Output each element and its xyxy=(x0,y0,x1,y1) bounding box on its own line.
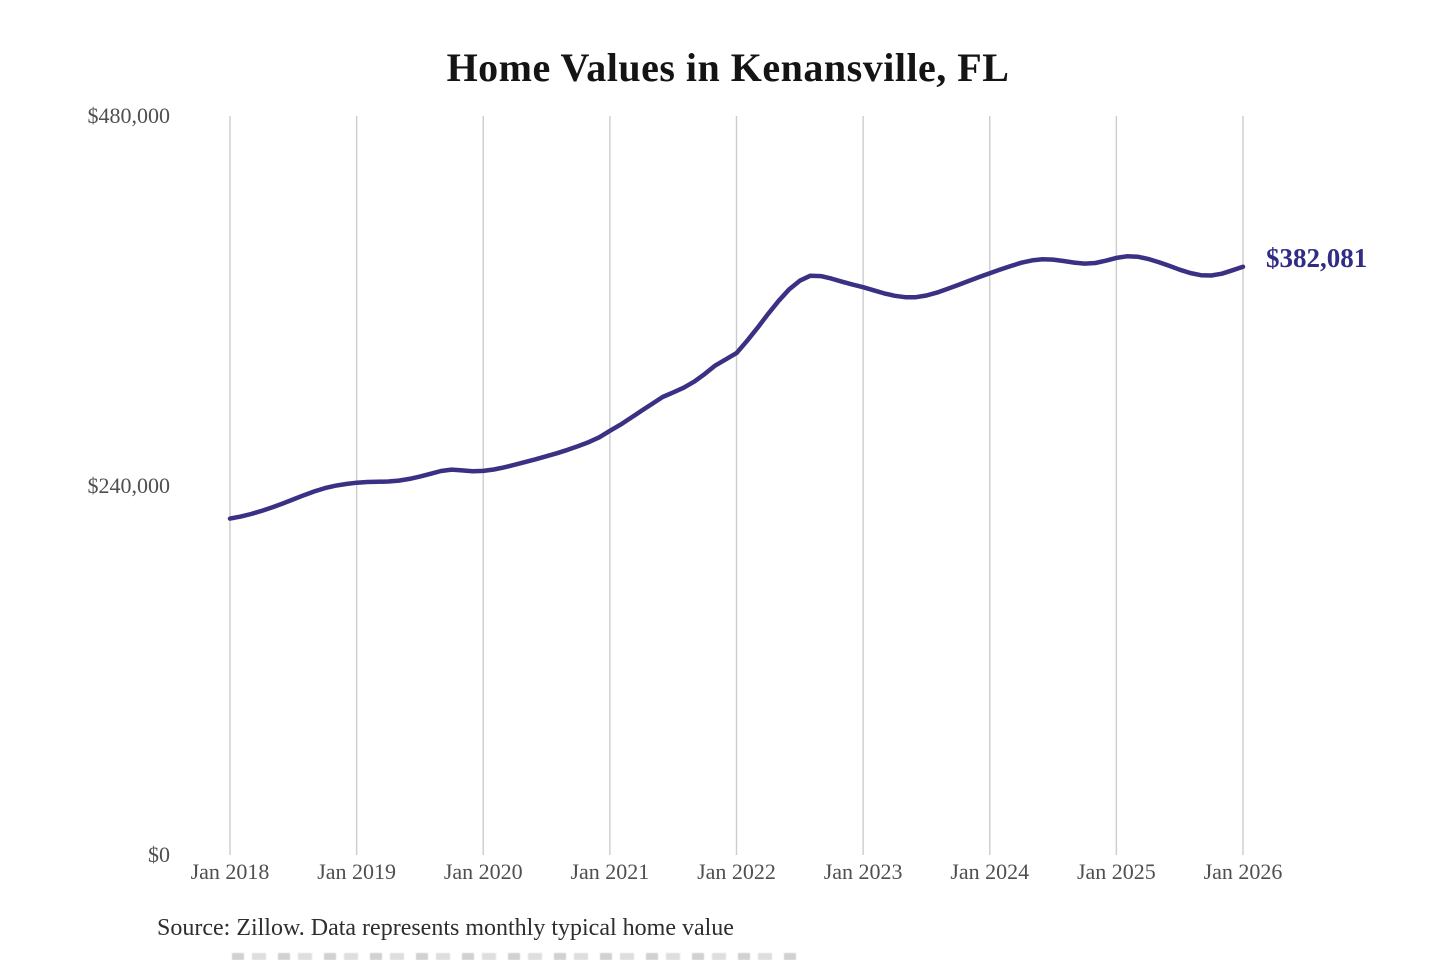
x-axis-tick-label: Jan 2023 xyxy=(823,859,903,884)
x-axis-tick-label: Jan 2021 xyxy=(570,859,650,884)
cropped-text-remnant xyxy=(232,953,802,960)
home-value-series-line xyxy=(227,254,1246,521)
y-axis-tick-label: $480,000 xyxy=(87,103,171,128)
x-axis-tick-label: Jan 2026 xyxy=(1203,859,1283,884)
end-value-label: $382,081 xyxy=(1266,243,1368,273)
x-axis-tick-label: Jan 2025 xyxy=(1076,859,1156,884)
chart-title: Home Values in Kenansville, FL xyxy=(446,45,1010,90)
x-axis-tick-label: Jan 2018 xyxy=(190,859,270,884)
y-axis-tick-label: $0 xyxy=(148,842,170,867)
y-axis-tick-label: $240,000 xyxy=(87,472,171,498)
x-axis-tick-label: Jan 2020 xyxy=(443,859,523,884)
x-axis-tick-label: Jan 2024 xyxy=(950,859,1030,884)
x-axis-tick-label: Jan 2019 xyxy=(317,859,397,884)
x-axis-tick-label: Jan 2022 xyxy=(697,859,776,884)
source-note: Source: Zillow. Data represents monthly … xyxy=(157,915,734,941)
